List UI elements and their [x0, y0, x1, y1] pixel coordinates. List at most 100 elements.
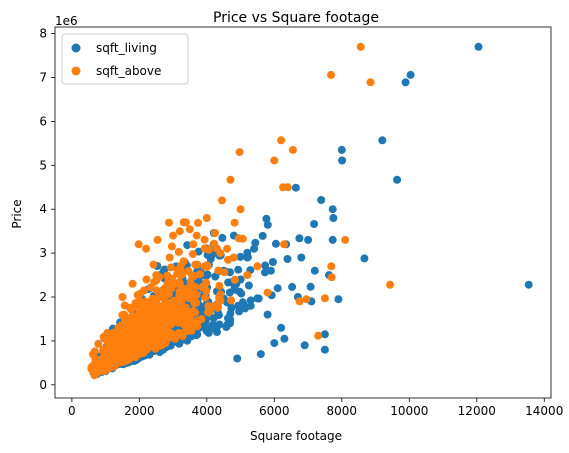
data-point [152, 271, 161, 280]
data-point [283, 255, 292, 263]
legend: sqft_living sqft_above [61, 33, 189, 85]
y-axis: 0 1 2 3 4 5 6 7 8 [39, 27, 55, 392]
data-point [147, 311, 156, 320]
data-point [136, 336, 145, 344]
data-point [142, 244, 151, 253]
data-point [192, 298, 201, 307]
data-point [133, 328, 142, 337]
data-point [262, 214, 271, 223]
data-point [288, 145, 297, 154]
data-point [270, 156, 279, 165]
data-point [310, 220, 319, 228]
data-point [234, 301, 243, 310]
data-point [216, 249, 225, 258]
data-point [109, 328, 118, 337]
data-point [167, 242, 176, 251]
data-point [179, 257, 188, 266]
data-point [211, 229, 219, 237]
data-point [338, 156, 347, 165]
y-tick-label: 0 [39, 378, 47, 392]
data-point [166, 279, 174, 288]
data-point [328, 235, 337, 244]
data-point [95, 364, 104, 373]
data-point [226, 175, 235, 184]
data-point [237, 289, 246, 298]
data-point [401, 78, 410, 87]
data-point [181, 218, 190, 227]
data-point [366, 78, 375, 87]
data-point [186, 278, 195, 287]
data-point [320, 330, 329, 339]
x-tick-label: 14000 [525, 404, 563, 418]
data-point [141, 297, 150, 306]
data-point [310, 266, 319, 275]
data-point [182, 285, 191, 294]
data-point [334, 295, 343, 304]
data-point [273, 284, 282, 293]
data-point [201, 293, 210, 302]
legend-label-sqft_living: sqft_living [96, 41, 157, 55]
data-point [254, 294, 263, 303]
data-point [233, 354, 242, 363]
data-point [236, 252, 245, 261]
data-point [302, 295, 311, 304]
data-point [218, 233, 227, 242]
legend-marker-sqft_above [71, 66, 81, 76]
data-point [161, 313, 170, 322]
y-offset-label: 1e6 [55, 14, 78, 28]
data-point [164, 289, 172, 298]
data-point [180, 320, 188, 329]
data-point [134, 240, 143, 249]
data-point [295, 234, 304, 243]
data-point [192, 290, 201, 299]
data-point [191, 319, 200, 328]
data-point [213, 328, 221, 337]
data-point [226, 268, 234, 277]
data-point [149, 260, 158, 269]
data-point [266, 266, 275, 275]
data-point [165, 218, 173, 227]
data-point [120, 327, 129, 336]
data-point [169, 318, 178, 327]
plot-frame [54, 26, 552, 399]
data-point [209, 314, 218, 323]
data-point [234, 234, 243, 243]
data-point [224, 314, 232, 323]
data-point [220, 268, 229, 277]
data-point [327, 262, 336, 271]
data-point [99, 345, 108, 354]
data-point [126, 316, 135, 325]
y-axis-label: Price [10, 199, 24, 228]
data-point [243, 253, 252, 262]
data-point [189, 240, 198, 249]
data-point [202, 271, 211, 280]
data-point [235, 148, 244, 157]
data-point [203, 261, 212, 270]
data-point [182, 311, 191, 320]
data-point [229, 253, 238, 262]
points-layer [87, 42, 533, 380]
data-point [127, 351, 136, 360]
data-point [320, 345, 329, 354]
data-point [268, 258, 277, 266]
data-point [280, 240, 289, 249]
data-point [227, 296, 236, 305]
y-tick-label: 8 [39, 27, 47, 41]
data-point [153, 235, 162, 244]
data-point [175, 291, 184, 300]
data-point [337, 145, 346, 154]
data-point [386, 280, 395, 289]
data-point [169, 231, 178, 240]
data-point [291, 183, 300, 192]
data-point [105, 348, 114, 357]
data-point [243, 271, 252, 280]
data-point [202, 214, 211, 222]
data-point [133, 316, 142, 325]
data-point [187, 332, 196, 341]
data-point [216, 290, 225, 299]
legend-label-sqft_above: sqft_above [96, 64, 161, 78]
data-point [167, 329, 176, 338]
data-point [185, 225, 194, 234]
chart-title: Price vs Square footage [213, 10, 379, 26]
data-point [200, 235, 209, 244]
